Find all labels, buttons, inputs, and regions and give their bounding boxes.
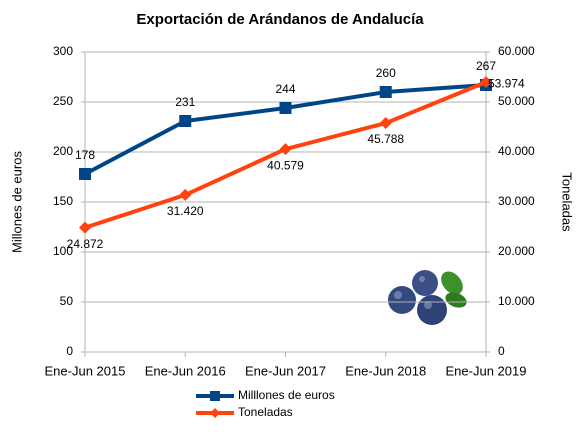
y-tick-label: 300 bbox=[53, 44, 73, 58]
y-tick-label: 150 bbox=[53, 194, 73, 208]
data-label: 24.872 bbox=[67, 237, 104, 251]
y2-tick-label: 30.000 bbox=[498, 194, 535, 208]
y2-tick-label: 20.000 bbox=[498, 244, 535, 258]
marker bbox=[480, 76, 492, 89]
x-tick-label: Ene-Jun 2018 bbox=[345, 363, 426, 378]
data-label: 45.788 bbox=[367, 132, 404, 146]
x-tick-label: Ene-Jun 2019 bbox=[446, 363, 527, 378]
marker bbox=[279, 102, 292, 114]
legend-label: Toneladas bbox=[238, 405, 293, 419]
marker bbox=[179, 115, 192, 127]
data-label: 231 bbox=[175, 95, 195, 109]
legend-marker bbox=[210, 391, 220, 401]
y2-tick-label: 50.000 bbox=[498, 94, 535, 108]
data-label: 260 bbox=[376, 66, 396, 80]
marker bbox=[79, 221, 91, 234]
marker bbox=[179, 188, 192, 201]
y2-tick-label: 0 bbox=[498, 344, 505, 358]
y-tick-label: 50 bbox=[60, 294, 74, 308]
data-label: 53.974 bbox=[488, 76, 525, 90]
y2-tick-label: 40.000 bbox=[498, 144, 535, 158]
legend-label: Milllones de euros bbox=[238, 388, 335, 402]
data-label: 244 bbox=[275, 82, 295, 96]
legend-marker bbox=[210, 408, 220, 418]
y2-tick-label: 10.000 bbox=[498, 294, 535, 308]
marker bbox=[279, 143, 292, 156]
data-label: 40.579 bbox=[267, 158, 304, 172]
y-tick-label: 0 bbox=[66, 344, 73, 358]
y-tick-label: 200 bbox=[53, 144, 73, 158]
y-axis-label: Millones de euros bbox=[9, 151, 24, 253]
y-tick-label: 250 bbox=[53, 94, 73, 108]
blueberries-image bbox=[388, 270, 467, 325]
y2-tick-label: 60.000 bbox=[498, 44, 535, 58]
x-tick-label: Ene-Jun 2017 bbox=[245, 363, 326, 378]
chart-title: Exportación de Arándanos de Andalucía bbox=[136, 11, 424, 28]
marker bbox=[379, 117, 392, 130]
x-tick-label: Ene-Jun 2016 bbox=[145, 363, 226, 378]
marker bbox=[79, 168, 91, 180]
data-label: 31.420 bbox=[167, 204, 204, 218]
data-label: 267 bbox=[476, 59, 496, 73]
y-tick-label: 100 bbox=[53, 244, 73, 258]
y2-axis-label: Toneladas bbox=[560, 172, 575, 232]
data-label: 178 bbox=[75, 148, 95, 162]
marker bbox=[379, 86, 392, 98]
x-tick-label: Ene-Jun 2015 bbox=[45, 363, 126, 378]
